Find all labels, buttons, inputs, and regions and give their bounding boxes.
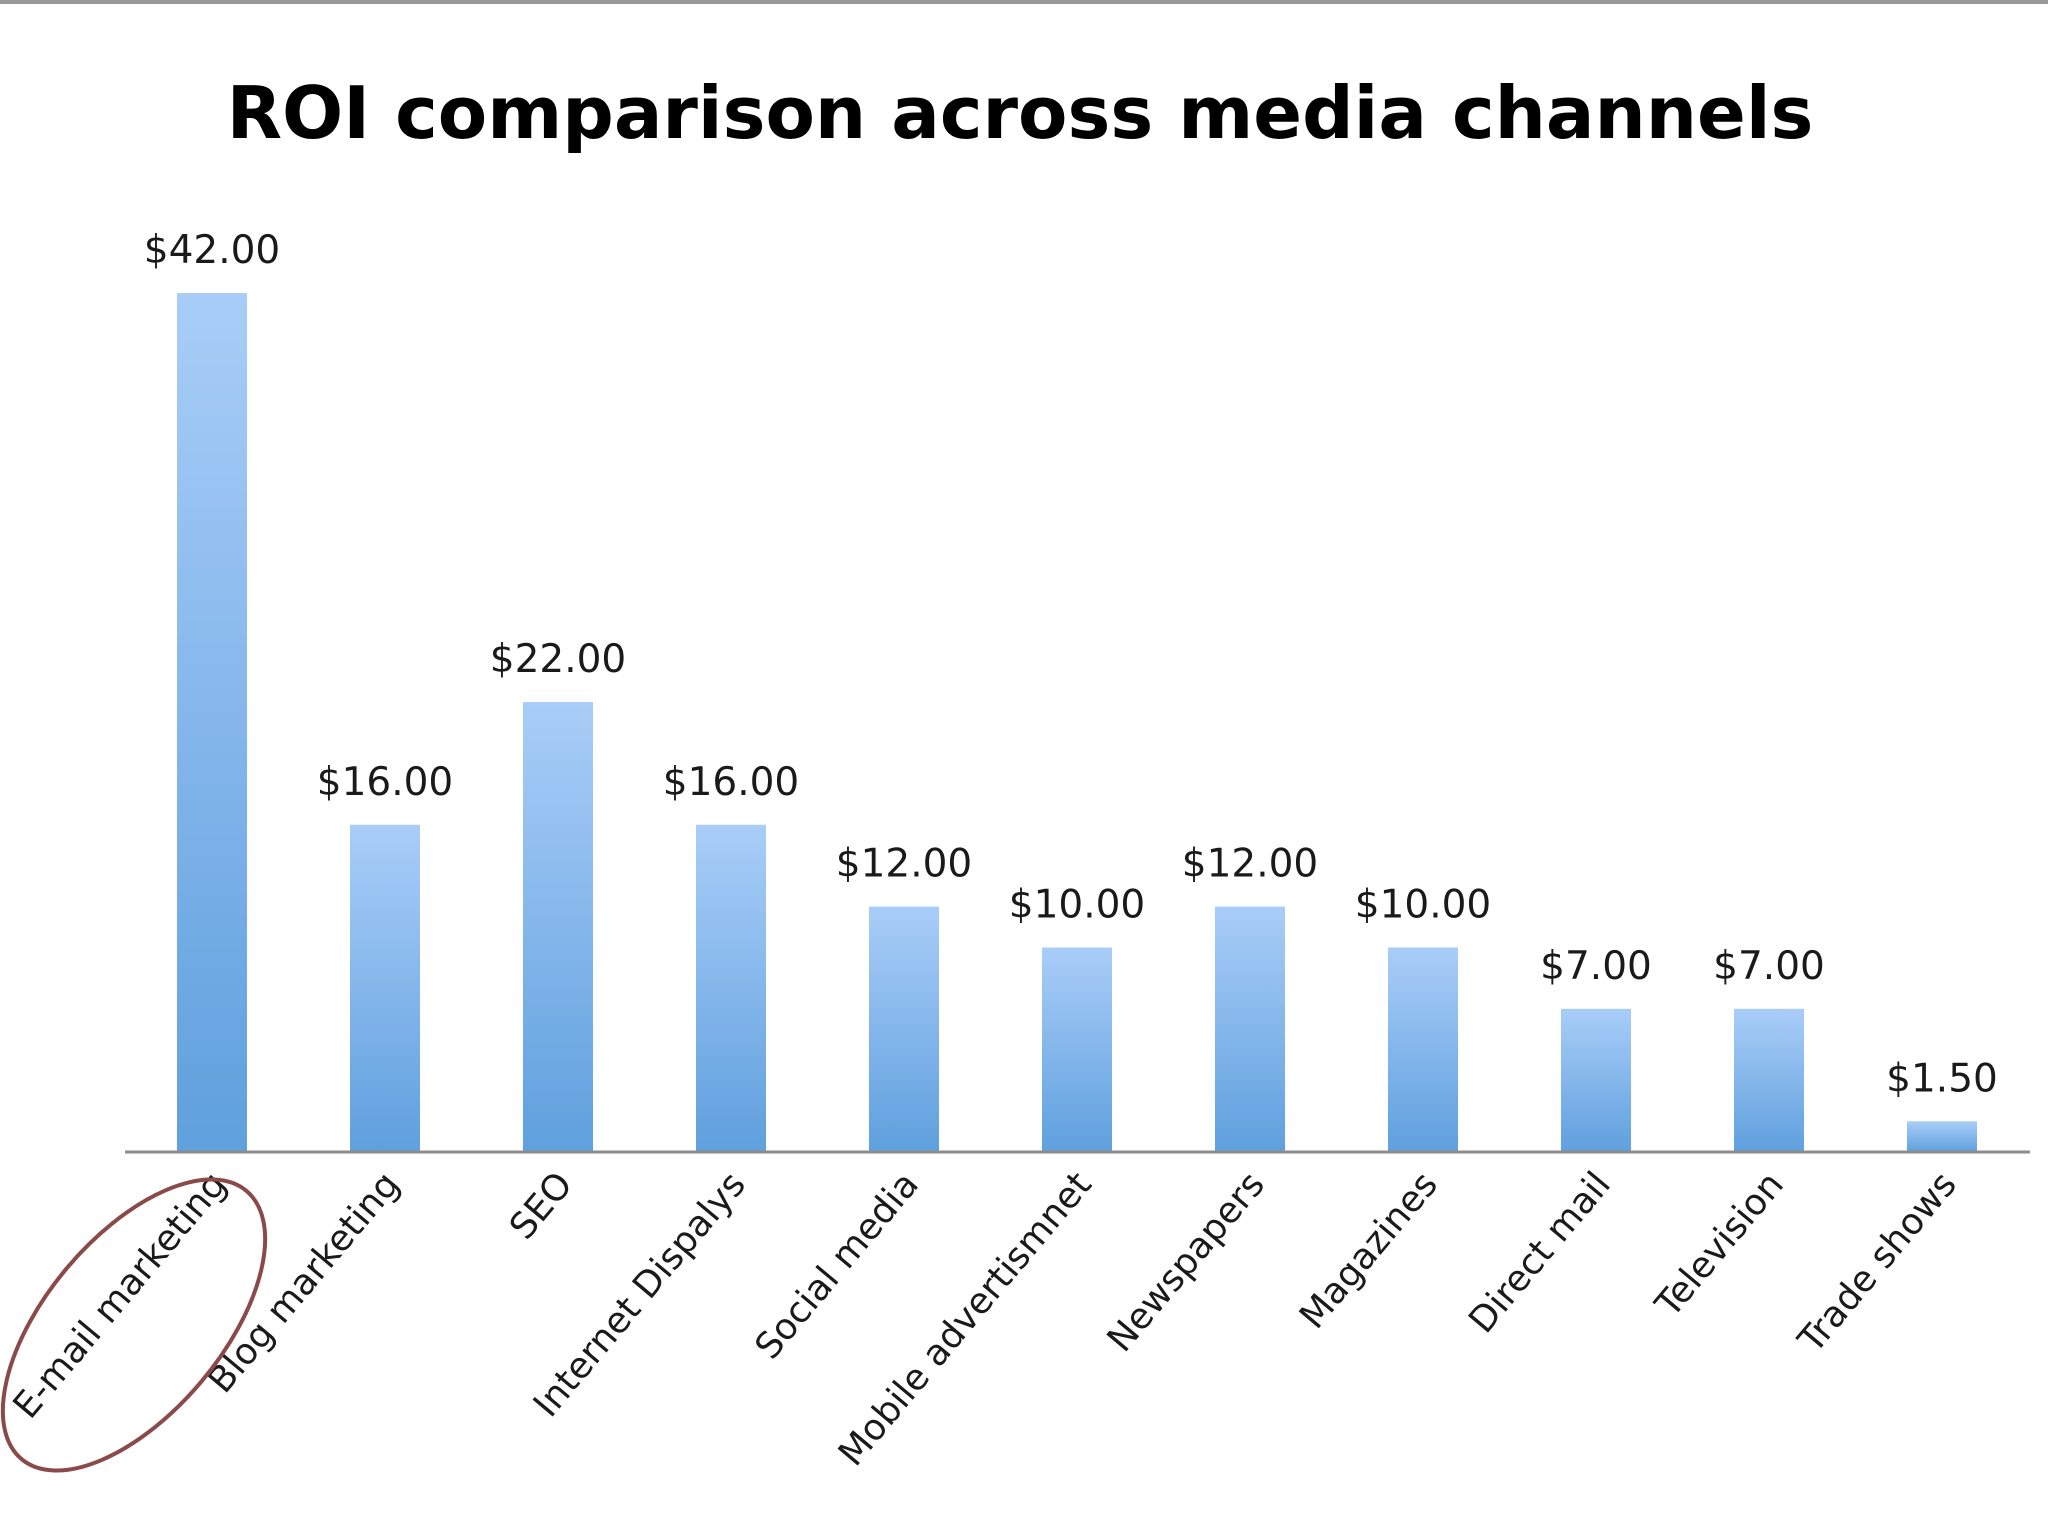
highlight-ring-e-mail-marketing — [0, 1177, 268, 1473]
highlight-layer — [0, 1177, 268, 1473]
data-label-mobile-advertismnet: $10.00 — [1009, 882, 1145, 927]
data-label-trade-shows: $1.50 — [1886, 1056, 1998, 1101]
tick-label-trade-shows: Trade shows — [1790, 1164, 1965, 1361]
bars-layer — [177, 293, 1977, 1152]
bar-direct-mail — [1561, 1008, 1631, 1152]
bar-blog-marketing — [350, 824, 420, 1152]
bar-trade-shows — [1907, 1121, 1977, 1152]
data-label-e-mail-marketing: $42.00 — [144, 228, 280, 273]
data-label-newspapers: $12.00 — [1182, 842, 1318, 887]
bar-mobile-advertismnet — [1042, 947, 1112, 1152]
data-label-social-media: $12.00 — [836, 842, 972, 887]
data-label-blog-marketing: $16.00 — [317, 760, 453, 805]
data-label-internet-dispalys: $16.00 — [663, 760, 799, 805]
tick-label-blog-marketing: Blog marketing — [200, 1164, 408, 1401]
bar-internet-dispalys — [696, 824, 766, 1152]
bar-newspapers — [1215, 906, 1285, 1152]
tick-label-newspapers: Newspapers — [1100, 1164, 1273, 1359]
tick-label-seo: SEO — [502, 1164, 581, 1247]
data-label-seo: $22.00 — [490, 637, 626, 682]
tick-label-direct-mail: Direct mail — [1461, 1164, 1619, 1341]
tick-label-e-mail-marketing: E-mail marketing — [6, 1164, 235, 1426]
bar-television — [1734, 1008, 1804, 1152]
chart-title: ROI comparison across media channels — [227, 71, 1814, 155]
top-border-rule — [0, 0, 2048, 4]
data-label-television: $7.00 — [1713, 944, 1825, 989]
bar-seo — [523, 702, 593, 1152]
bar-social-media — [869, 906, 939, 1152]
data-label-magazines: $10.00 — [1355, 882, 1491, 927]
bar-magazines — [1388, 947, 1458, 1152]
tick-label-social-media: Social media — [747, 1164, 926, 1367]
data-label-direct-mail: $7.00 — [1540, 944, 1652, 989]
tick-label-magazines: Magazines — [1292, 1164, 1446, 1336]
bar-e-mail-marketing — [177, 293, 247, 1152]
data-labels-layer: $42.00 $16.00 $22.00 $16.00 $12.00 $10.00 $12.… — [144, 228, 1998, 1101]
tick-label-television: Television — [1647, 1164, 1792, 1325]
